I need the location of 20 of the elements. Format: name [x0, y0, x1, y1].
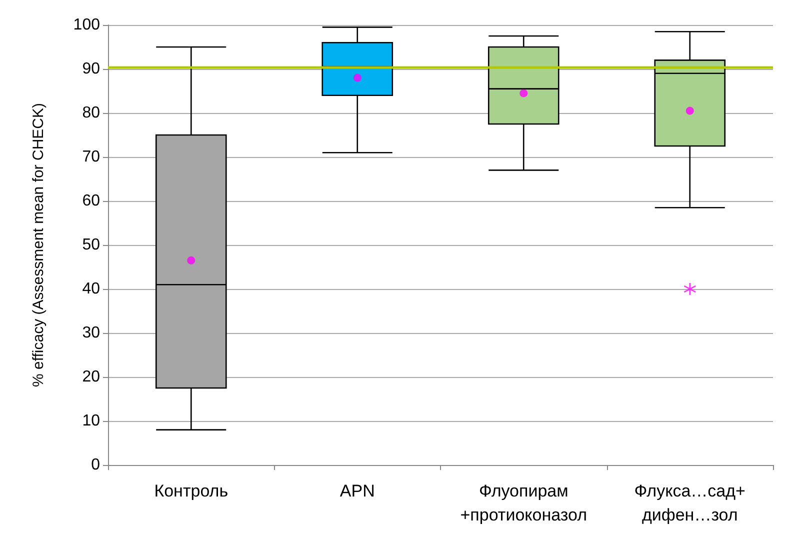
y-tick-label: 100: [73, 16, 100, 34]
x-tick-label: APN: [340, 482, 375, 500]
point: [187, 256, 196, 264]
y-tick-label: 10: [82, 412, 100, 430]
y-tick-label: 30: [82, 324, 100, 342]
x-tick-label: Флукса…сад+ дифен…зол: [634, 482, 746, 524]
y-tick-label: 40: [82, 280, 100, 298]
y-tick-label: 20: [82, 368, 100, 386]
y-tick-label: 0: [91, 456, 100, 474]
y-axis-title: % efficacy (Assessment mean for CHECK): [30, 103, 47, 387]
point: [520, 89, 528, 98]
point: [686, 106, 694, 115]
y-tick-label: 60: [82, 192, 100, 210]
y-tick-label: 80: [82, 104, 100, 122]
x-tick-label: Контроль: [154, 482, 228, 500]
y-tick-label: 70: [82, 148, 100, 166]
y-tick-label: 90: [82, 60, 100, 78]
x-tick-label: Флуопирам +протиоконазол: [460, 482, 587, 524]
y-tick-label: 50: [82, 236, 100, 254]
point: [353, 74, 362, 82]
